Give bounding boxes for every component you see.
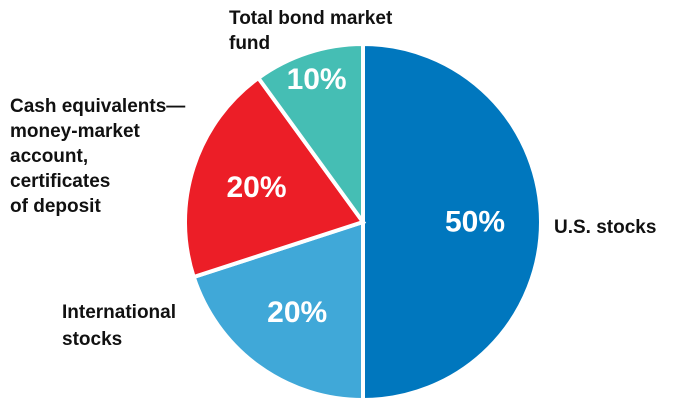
pie-slice-value-label: 20% (226, 171, 286, 204)
pie-slice-international-stocks (191, 219, 365, 399)
label-international-stocks-line: International (62, 302, 176, 323)
label-cash-equivalents-line: certificates (10, 171, 110, 192)
label-total-bond-line: fund (229, 33, 270, 54)
label-cash-equivalents-line: money-market (10, 121, 141, 142)
label-us-stocks-line: U.S. stocks (554, 217, 656, 238)
label-international-stocks: International stocks (62, 302, 181, 350)
label-total-bond-market-fund: Total bond market fund (229, 8, 398, 54)
pie-slices (183, 41, 543, 399)
label-total-bond-line: Total bond market (229, 8, 393, 29)
pie-slice-u-s-stocks (361, 41, 543, 399)
label-us-stocks: U.S. stocks (554, 217, 656, 238)
label-cash-equivalents-line: account, (10, 146, 88, 167)
pie-slice-value-label: 50% (445, 206, 505, 239)
pie-slice-total-bond-market-fund (255, 41, 365, 229)
label-cash-equivalents-line: Cash equivalents— (10, 96, 185, 117)
label-international-stocks-line: stocks (62, 329, 122, 350)
pie-slice-cash-equivalents-money-market-account-certificates-of-deposit (183, 75, 367, 280)
pie-slice-value-label: 10% (287, 63, 347, 96)
label-cash-equivalents-line: of deposit (10, 196, 101, 217)
pie-slice-value-label: 20% (267, 296, 327, 329)
pie-percentage-labels: 50% 20% 20% 10% (226, 63, 505, 329)
label-cash-equivalents: Cash equivalents— money-market account, … (10, 96, 191, 217)
